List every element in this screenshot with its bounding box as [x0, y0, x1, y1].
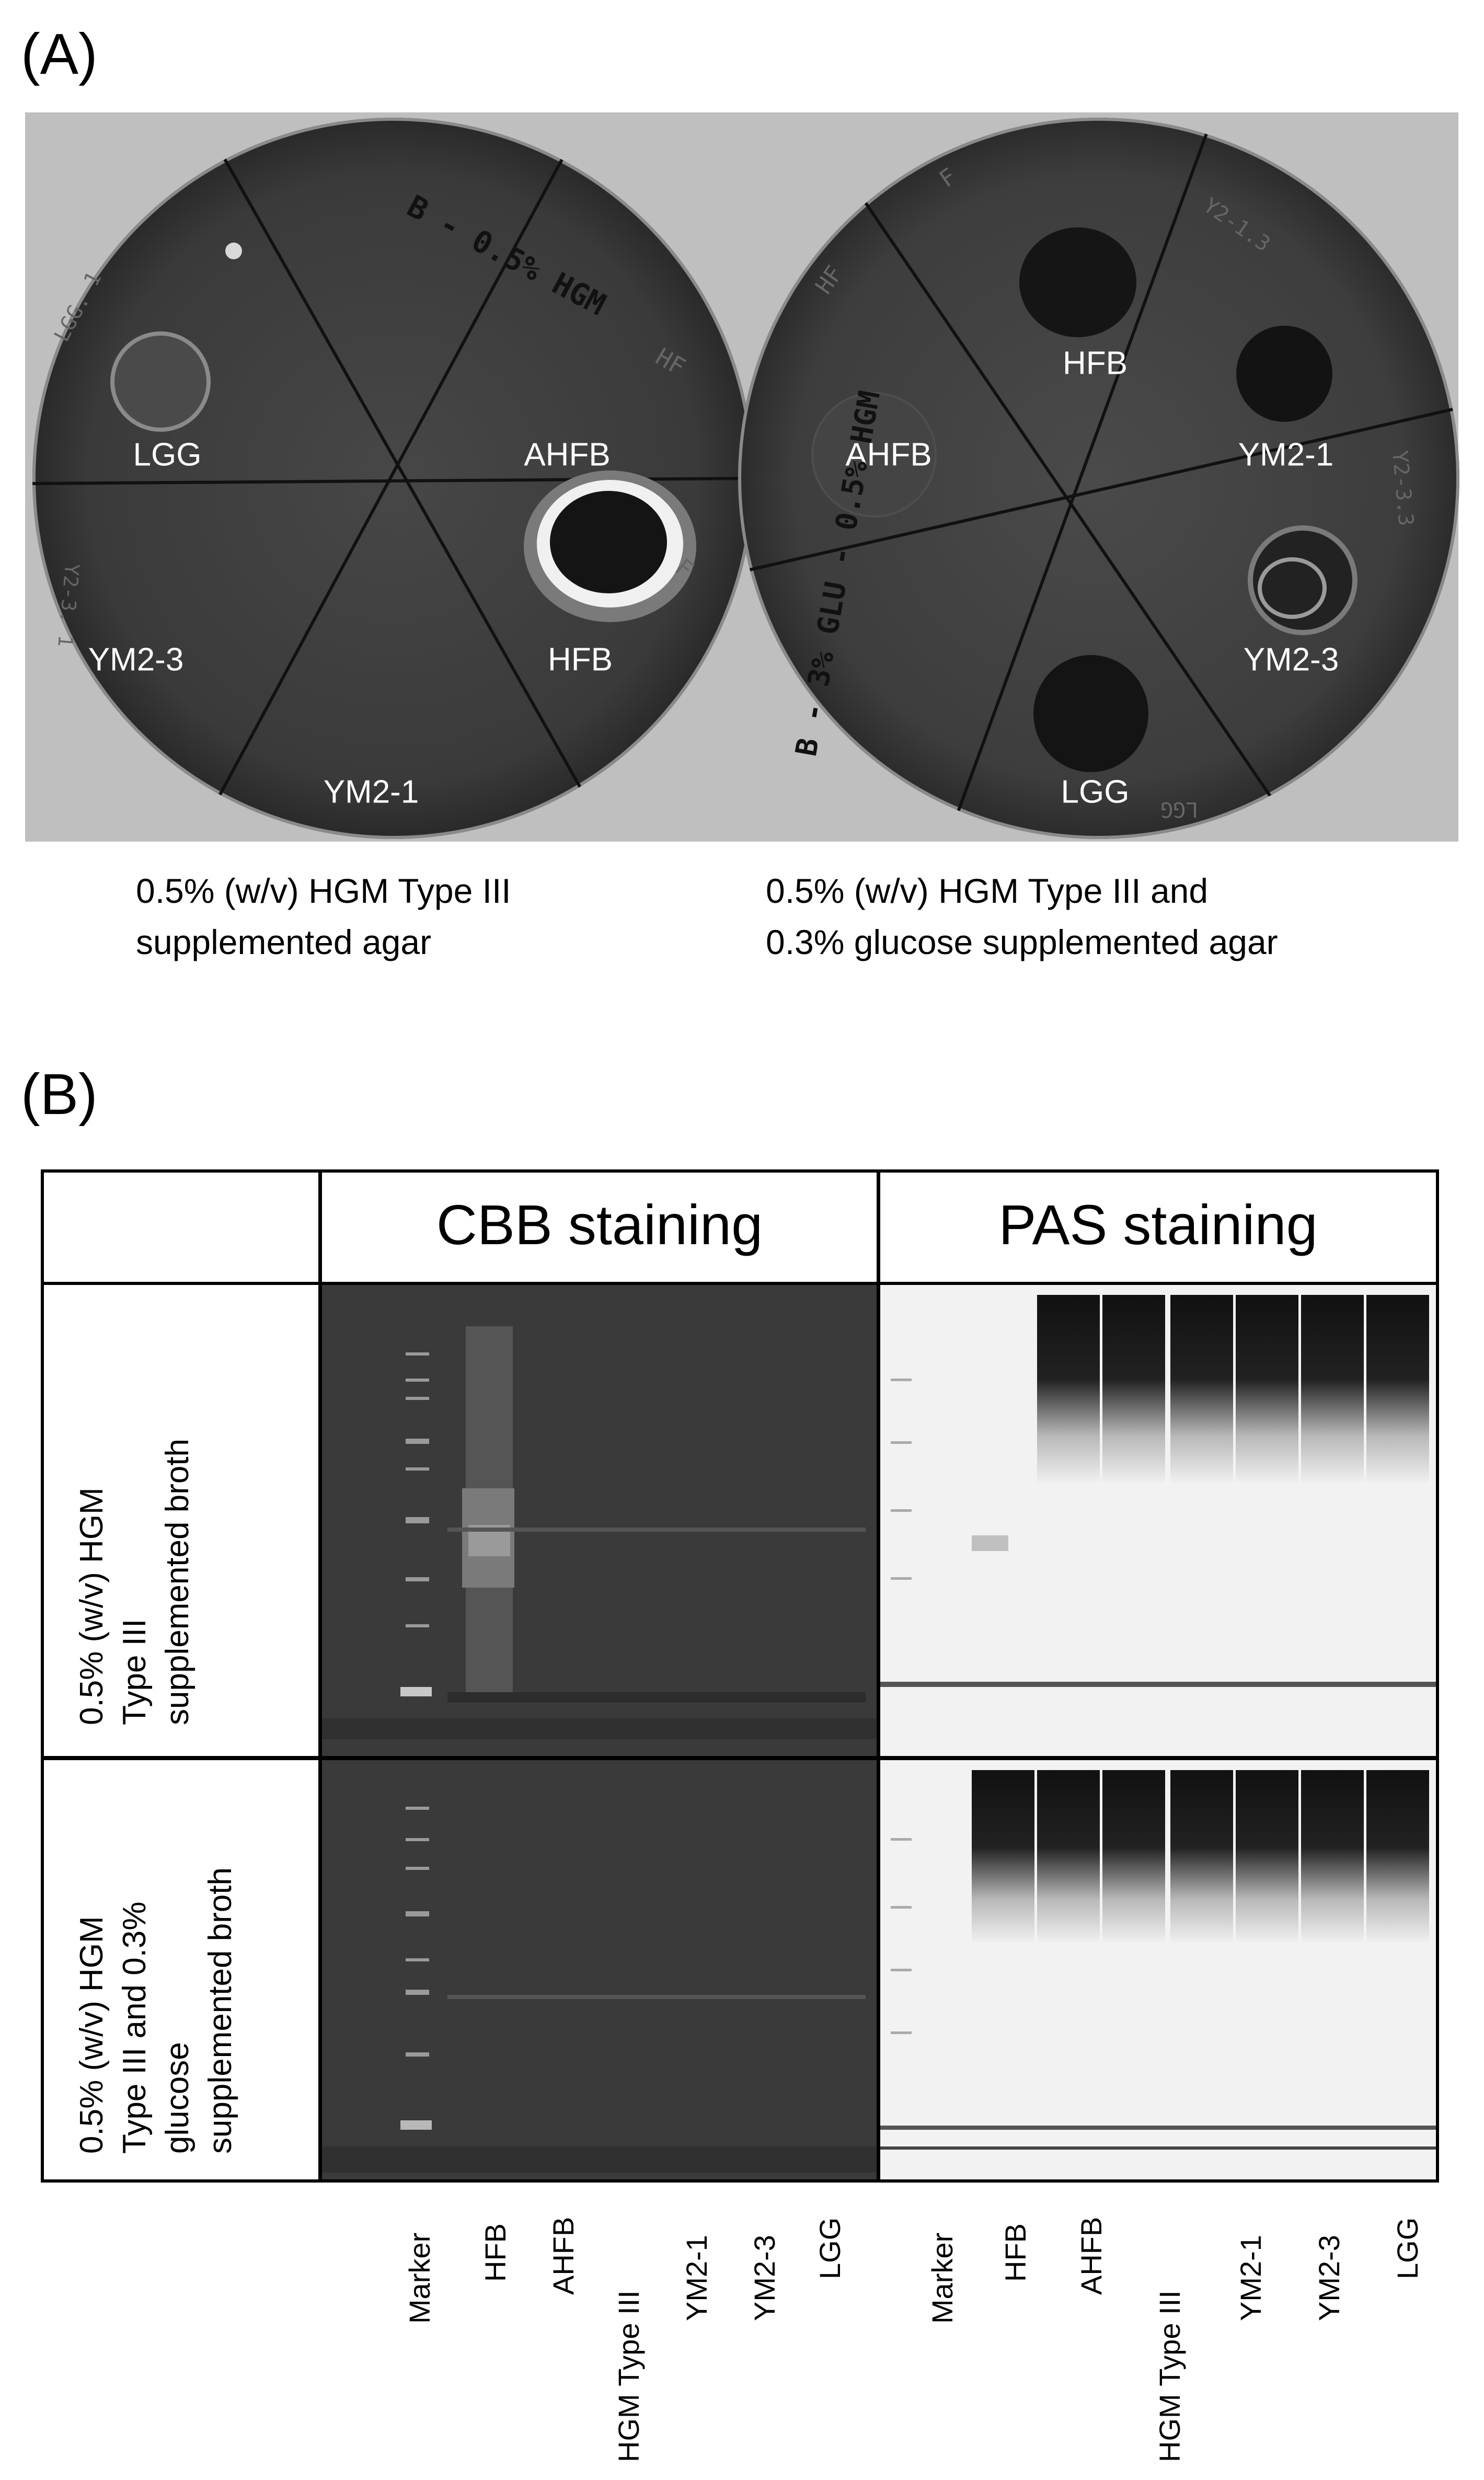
pas-lane-ym2-1: YM2-1	[1234, 2235, 1267, 2321]
row2-label-line2: Type III and 0.3%	[117, 1901, 153, 2154]
right-plate-caption-line2: 0.3% glucose supplemented agar	[766, 923, 1278, 961]
row2-label-line1: 0.5% (w/v) HGM	[74, 1916, 110, 2154]
cbb-gel-row2	[322, 1760, 877, 2180]
table-border-col2	[877, 1169, 880, 2183]
right-sector-ahfb: AHFB	[845, 437, 932, 473]
table-border-bottom	[41, 2179, 1439, 2183]
pas-gel-row1	[880, 1284, 1436, 1756]
panel-a-label: (A)	[21, 22, 98, 86]
table-border-header	[41, 1282, 1439, 1285]
row1-label-line2: Type III	[117, 1618, 153, 1725]
header-pas-staining: PAS staining	[998, 1193, 1318, 1256]
left-plate-caption-line1: 0.5% (w/v) HGM Type III	[136, 871, 511, 910]
pas-lane-ym2-3: YM2-3	[1313, 2235, 1345, 2321]
pas-lane-ahfb: AHFB	[1075, 2217, 1108, 2295]
cbb-lane-ym2-3: YM2-3	[748, 2235, 781, 2321]
cbb-gel-row1	[322, 1284, 877, 1756]
right-sector-ym2-3: YM2-3	[1243, 641, 1339, 678]
left-sector-lgg: LGG	[133, 437, 202, 473]
right-plate-caption: 0.5% (w/v) HGM Type III and 0.3% glucose…	[766, 865, 1278, 968]
table-border-right	[1436, 1169, 1439, 2183]
cbb-lane-hfb: HFB	[479, 2223, 512, 2282]
left-plate-caption-line2: supplemented agar	[136, 923, 432, 961]
left-sector-ahfb: AHFB	[524, 437, 611, 473]
right-sector-hfb: HFB	[1063, 345, 1128, 382]
left-sector-hfb: HFB	[548, 641, 613, 678]
right-sector-ym2-1: YM2-1	[1238, 437, 1334, 473]
right-plate-handwritten-lgg: LGG	[1160, 797, 1199, 821]
table-border-left	[41, 1169, 44, 2183]
pas-lane-lgg: LGG	[1391, 2217, 1424, 2279]
left-plate-drawing	[32, 121, 754, 836]
cbb-lane-lgg: LGG	[813, 2217, 846, 2279]
row1-label-line3: supplemented broth	[159, 1438, 195, 1725]
table-border-col1	[318, 1169, 322, 2183]
row1-label-line1: 0.5% (w/v) HGM	[74, 1487, 110, 1725]
pas-gel-row2	[880, 1760, 1436, 2180]
table-border-top	[41, 1169, 1439, 1173]
left-sector-ym2-3: YM2-3	[88, 641, 184, 678]
pas-lane-hfb: HFB	[999, 2223, 1032, 2282]
pas-lane-hgm: HGM Type III	[1153, 2290, 1186, 2462]
left-plate-caption: 0.5% (w/v) HGM Type III supplemented aga…	[136, 865, 511, 968]
cbb-lane-marker: Marker	[403, 2232, 436, 2324]
pas-lane-marker: Marker	[926, 2232, 959, 2324]
right-plate-caption-line1: 0.5% (w/v) HGM Type III and	[766, 871, 1209, 910]
right-agar-plate	[738, 118, 1459, 839]
left-sector-ym2-1: YM2-1	[323, 774, 419, 810]
header-cbb-staining: CBB staining	[436, 1193, 763, 1256]
row-label-hgm-broth: 0.5% (w/v) HGM Type III supplemented bro…	[71, 1439, 199, 1725]
right-plate-drawing	[738, 121, 1459, 836]
row2-label-line4: supplemented broth	[202, 1867, 238, 2154]
left-agar-plate	[32, 118, 754, 839]
right-sector-lgg: LGG	[1061, 774, 1130, 810]
row2-label-line3: glucose	[159, 2042, 195, 2154]
panel-b-label: (B)	[21, 1062, 98, 1127]
row-label-hgm-glucose-broth: 0.5% (w/v) HGM Type III and 0.3% glucose…	[71, 1867, 242, 2154]
cbb-lane-ym2-1: YM2-1	[680, 2235, 713, 2321]
table-border-mid	[41, 1756, 1439, 1760]
cbb-lane-ahfb: AHFB	[547, 2217, 580, 2295]
cbb-lane-hgm: HGM Type III	[612, 2290, 645, 2462]
